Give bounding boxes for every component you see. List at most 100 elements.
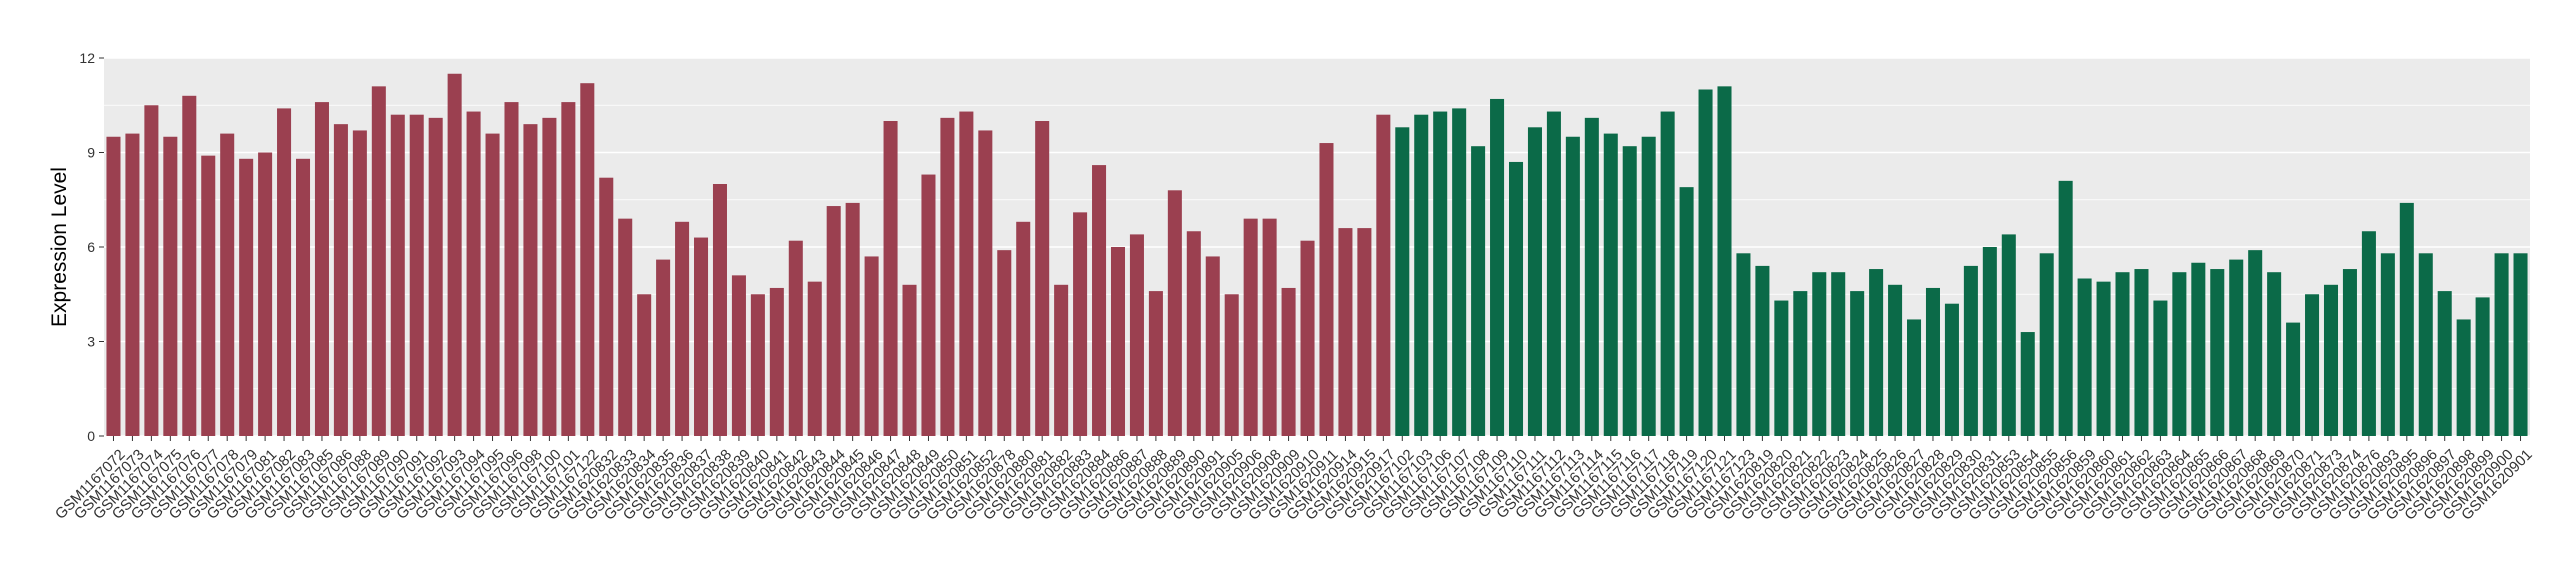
bar-GSM1620820 [1774, 300, 1789, 436]
bar-GSM1167102 [1395, 127, 1410, 437]
bar-GSM1167085 [314, 102, 329, 436]
bar-GSM1620845 [845, 202, 860, 436]
bar-GSM1167108 [1471, 146, 1486, 436]
bar-GSM1620850 [940, 117, 955, 436]
bar-GSM1620830 [1963, 265, 1978, 436]
x-axis: GSM1167072GSM1167073GSM1167074GSM1167075… [52, 436, 2536, 524]
bar-GSM1620917 [1376, 114, 1391, 436]
bar-GSM1620905 [1224, 294, 1239, 436]
bar-GSM1620848 [902, 284, 917, 436]
bar-GSM1620884 [1092, 165, 1107, 436]
bar-GSM1167117 [1641, 136, 1656, 436]
bar-GSM1620851 [959, 111, 974, 437]
bar-GSM1620914 [1338, 228, 1353, 436]
bar-GSM1620862 [2134, 269, 2149, 436]
bar-GSM1620883 [1073, 212, 1088, 436]
bar-GSM1167093 [447, 73, 462, 436]
bar-GSM1167092 [428, 117, 443, 436]
bar-GSM1620822 [1812, 272, 1827, 436]
bar-GSM1167072 [106, 136, 121, 436]
y-axis: 0 3 6 9 12 [79, 50, 104, 444]
bar-GSM1167095 [485, 133, 500, 436]
bar-GSM1620901 [2513, 253, 2528, 436]
bar-GSM1620887 [1129, 234, 1144, 436]
bar-GSM1167090 [390, 114, 405, 436]
bar-GSM1167078 [220, 133, 235, 436]
bar-GSM1620886 [1110, 247, 1126, 436]
bar-GSM1167096 [504, 102, 519, 436]
bar-GSM1167116 [1622, 146, 1637, 436]
bar-GSM1167098 [523, 124, 538, 437]
bar-GSM1620876 [2361, 231, 2376, 436]
bar-GSM1620833 [618, 218, 633, 436]
bar-GSM1620869 [2267, 272, 2282, 436]
bar-GSM1620835 [656, 259, 671, 436]
bar-GSM1620837 [694, 237, 709, 436]
bar-GSM1620888 [1148, 291, 1163, 436]
bar-GSM1167094 [466, 111, 481, 437]
bar-GSM1620900 [2494, 253, 2509, 436]
bar-GSM1620855 [2039, 253, 2054, 436]
bar-GSM1167114 [1584, 117, 1599, 436]
bar-GSM1620824 [1850, 291, 1865, 436]
bar-GSM1620849 [921, 174, 936, 437]
bar-GSM1620854 [2020, 332, 2035, 436]
y-tick-label: 6 [87, 239, 95, 255]
bar-GSM1620870 [2286, 322, 2301, 436]
bar-GSM1620823 [1831, 272, 1846, 436]
bar-GSM1620874 [2342, 269, 2357, 436]
bar-GSM1620898 [2456, 319, 2471, 436]
bar-GSM1167083 [296, 158, 311, 437]
bar-GSM1620881 [1035, 121, 1050, 436]
y-tick-label: 9 [87, 145, 95, 161]
bar-GSM1620915 [1357, 228, 1372, 436]
bar-GSM1620910 [1300, 240, 1315, 436]
bar-GSM1620831 [1982, 247, 1997, 436]
bar-GSM1620846 [864, 256, 879, 436]
y-tick-label: 0 [87, 428, 95, 444]
bar-GSM1620821 [1793, 291, 1808, 436]
bar-GSM1620847 [883, 121, 898, 436]
bar-GSM1167113 [1565, 136, 1580, 436]
bar-GSM1167079 [239, 158, 254, 437]
bar-GSM1167122 [580, 83, 595, 436]
bar-GSM1167106 [1433, 111, 1448, 437]
bar-GSM1620827 [1907, 319, 1922, 436]
bar-GSM1620895 [2399, 202, 2414, 436]
bar-GSM1620826 [1888, 284, 1903, 436]
bar-GSM1620891 [1205, 256, 1220, 436]
bar-GSM1620865 [2191, 262, 2206, 436]
bar-GSM1620856 [2058, 180, 2073, 436]
bar-GSM1167077 [201, 155, 216, 436]
bar-GSM1620867 [2229, 259, 2244, 436]
bar-GSM1620828 [1925, 287, 1940, 436]
bar-GSM1167075 [163, 136, 178, 436]
bar-GSM1167121 [1717, 86, 1732, 436]
bar-GSM1620842 [788, 240, 803, 436]
bar-GSM1620832 [599, 177, 614, 436]
bar-GSM1620836 [675, 221, 690, 436]
bar-GSM1620843 [807, 281, 822, 436]
bar-GSM1620899 [2475, 297, 2490, 436]
bar-GSM1620834 [637, 294, 652, 436]
bar-GSM1167112 [1546, 111, 1561, 437]
bar-GSM1167082 [277, 108, 292, 437]
bar-GSM1620871 [2305, 294, 2320, 436]
bar-GSM1620819 [1755, 265, 1770, 436]
bar-GSM1167111 [1527, 127, 1542, 437]
bar-GSM1167089 [371, 86, 386, 436]
bar-GSM1620897 [2437, 291, 2452, 436]
bar-GSM1620844 [826, 206, 841, 436]
bar-GSM1167123 [1736, 253, 1751, 436]
bar-GSM1167086 [333, 124, 348, 437]
bar-GSM1620860 [2096, 281, 2111, 436]
bar-GSM1620838 [712, 184, 727, 436]
bar-GSM1620863 [2153, 300, 2168, 436]
bar-GSM1167119 [1679, 187, 1694, 436]
bars [106, 73, 2528, 437]
bar-GSM1167107 [1452, 108, 1467, 437]
bar-GSM1167120 [1698, 89, 1713, 436]
bar-GSM1620889 [1167, 190, 1182, 436]
y-tick-label: 12 [79, 50, 95, 66]
